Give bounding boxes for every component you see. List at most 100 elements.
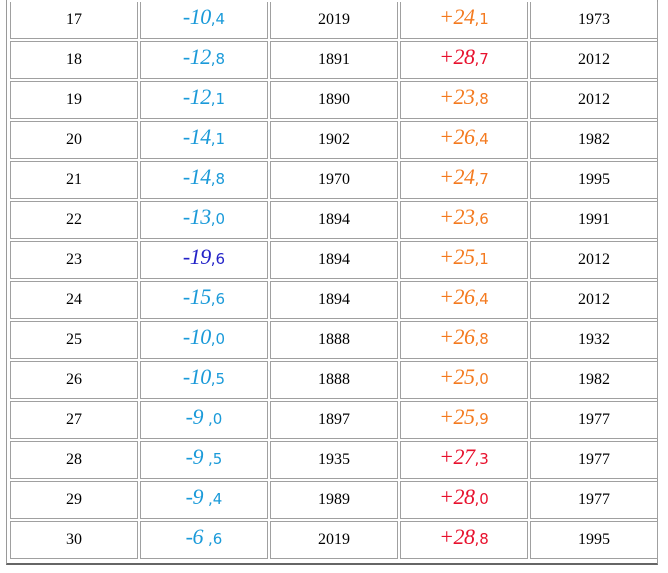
max-temp-cell: +25,9 <box>400 401 528 439</box>
min-temp-cell: -14,8 <box>140 161 268 199</box>
max-temp-cell: +28,0 <box>400 481 528 519</box>
max-temp-cell-fraction: ,1 <box>474 10 489 28</box>
min-temp-cell-integer: -15 <box>182 284 211 309</box>
min-temp-cell-fraction: ,6 <box>208 530 223 548</box>
max-year-cell: 1982 <box>530 361 658 399</box>
max-temp-cell-value: +26,4 <box>439 124 489 150</box>
max-temp-cell-fraction: ,8 <box>474 90 489 108</box>
table-row: 20 -14,1 1902 +26,4 1982 <box>10 121 658 159</box>
table-row: 19 -12,1 1890 +23,8 2012 <box>10 81 658 119</box>
max-year-cell: 2012 <box>530 281 658 319</box>
min-year-cell: 2019 <box>270 2 398 39</box>
max-year-cell: 2012 <box>530 241 658 279</box>
max-temp-cell-fraction: ,0 <box>474 370 489 388</box>
min-year-cell: 1989 <box>270 481 398 519</box>
max-year-cell: 2012 <box>530 41 658 79</box>
max-temp-cell-fraction: ,4 <box>474 130 489 148</box>
max-temp-cell-integer: +24 <box>439 164 475 189</box>
min-temp-cell: -9 ,5 <box>140 441 268 479</box>
max-temp-cell-fraction: ,6 <box>474 210 489 228</box>
max-temp-cell: +24,7 <box>400 161 528 199</box>
min-temp-cell-value: -9 ,0 <box>186 404 223 430</box>
max-temp-cell: +23,6 <box>400 201 528 239</box>
min-temp-cell-value: -9 ,4 <box>186 484 223 510</box>
min-temp-cell-integer: -10 <box>182 4 211 29</box>
min-year-cell: 1894 <box>270 201 398 239</box>
min-year-cell: 1894 <box>270 281 398 319</box>
max-temp-cell-value: +28,7 <box>439 44 489 70</box>
min-temp-cell-integer: -19 <box>182 244 211 269</box>
day-cell: 30 <box>10 521 138 559</box>
max-temp-cell-integer: +23 <box>439 204 475 229</box>
min-temp-cell: -10,0 <box>140 321 268 359</box>
min-temp-cell-fraction: ,1 <box>210 130 226 148</box>
min-temp-cell-value: -9 ,5 <box>186 444 223 470</box>
max-temp-cell-integer: +25 <box>439 404 475 429</box>
day-cell: 23 <box>10 241 138 279</box>
max-temp-cell-value: +26,8 <box>439 324 489 350</box>
min-temp-cell-fraction: ,0 <box>210 330 226 348</box>
min-year-cell: 1891 <box>270 41 398 79</box>
table-row: 23 -19,6 1894 +25,1 2012 <box>10 241 658 279</box>
max-temp-cell-integer: +24 <box>439 4 475 29</box>
max-temp-cell-value: +23,6 <box>439 204 489 230</box>
max-temp-cell-fraction: ,1 <box>474 250 489 268</box>
day-cell: 25 <box>10 321 138 359</box>
min-temp-cell-fraction: ,5 <box>208 450 223 468</box>
max-year-cell: 1995 <box>530 521 658 559</box>
table-row: 21 -14,8 1970 +24,7 1995 <box>10 161 658 199</box>
table-row: 18 -12,8 1891 +28,7 2012 <box>10 41 658 79</box>
min-temp-cell-value: -10,5 <box>183 364 225 390</box>
day-cell: 20 <box>10 121 138 159</box>
max-temp-cell-value: +25,1 <box>439 244 489 270</box>
min-temp-cell-fraction: ,8 <box>210 170 226 188</box>
max-year-cell: 1977 <box>530 401 658 439</box>
min-temp-cell-integer: -9 <box>185 444 208 469</box>
max-temp-cell-fraction: ,0 <box>474 490 489 508</box>
max-temp-cell-integer: +26 <box>439 324 475 349</box>
min-year-cell: 1894 <box>270 241 398 279</box>
max-temp-cell-fraction: ,7 <box>474 170 489 188</box>
min-year-cell: 1890 <box>270 81 398 119</box>
max-year-cell: 1977 <box>530 481 658 519</box>
min-temp-cell: -6 ,6 <box>140 521 268 559</box>
max-temp-cell: +26,8 <box>400 321 528 359</box>
min-temp-cell-value: -10,4 <box>183 4 225 30</box>
max-temp-cell-integer: +28 <box>439 484 475 509</box>
min-year-cell: 1888 <box>270 321 398 359</box>
max-temp-cell: +25,1 <box>400 241 528 279</box>
max-temp-cell-value: +24,7 <box>439 164 489 190</box>
min-temp-cell: -9 ,4 <box>140 481 268 519</box>
max-temp-cell-value: +28,0 <box>439 484 489 510</box>
min-temp-cell: -12,8 <box>140 41 268 79</box>
max-year-cell: 1995 <box>530 161 658 199</box>
max-temp-cell: +26,4 <box>400 121 528 159</box>
max-temp-cell-fraction: ,8 <box>474 530 489 548</box>
max-temp-cell: +28,8 <box>400 521 528 559</box>
max-temp-cell: +28,7 <box>400 41 528 79</box>
min-year-cell: 1935 <box>270 441 398 479</box>
max-year-cell: 1977 <box>530 441 658 479</box>
table-row: 24 -15,6 1894 +26,4 2012 <box>10 281 658 319</box>
temperature-records-table: 17 -10,4 2019 +24,1 1973 18 -12,8 1891 +28,7 2012… <box>8 0 660 561</box>
min-temp-cell-value: -12,1 <box>183 84 225 110</box>
max-year-cell: 1973 <box>530 2 658 39</box>
max-temp-cell-fraction: ,4 <box>474 290 489 308</box>
table-row: 22 -13,0 1894 +23,6 1991 <box>10 201 658 239</box>
min-temp-cell-fraction: ,6 <box>210 290 226 308</box>
day-cell: 24 <box>10 281 138 319</box>
max-temp-cell: +24,1 <box>400 2 528 39</box>
min-temp-cell: -14,1 <box>140 121 268 159</box>
min-temp-cell: -12,1 <box>140 81 268 119</box>
min-temp-cell-fraction: ,6 <box>210 250 226 268</box>
max-temp-cell-integer: +26 <box>439 284 475 309</box>
max-temp-cell-value: +25,0 <box>439 364 489 390</box>
table-row: 29 -9 ,4 1989 +28,0 1977 <box>10 481 658 519</box>
max-year-cell: 2012 <box>530 81 658 119</box>
max-temp-cell-integer: +28 <box>439 44 475 69</box>
table-body: 17 -10,4 2019 +24,1 1973 18 -12,8 1891 +28,7 2012… <box>10 2 658 559</box>
min-temp-cell-fraction: ,5 <box>210 370 226 388</box>
table-row: 17 -10,4 2019 +24,1 1973 <box>10 2 658 39</box>
max-temp-cell-fraction: ,3 <box>474 450 489 468</box>
day-cell: 27 <box>10 401 138 439</box>
